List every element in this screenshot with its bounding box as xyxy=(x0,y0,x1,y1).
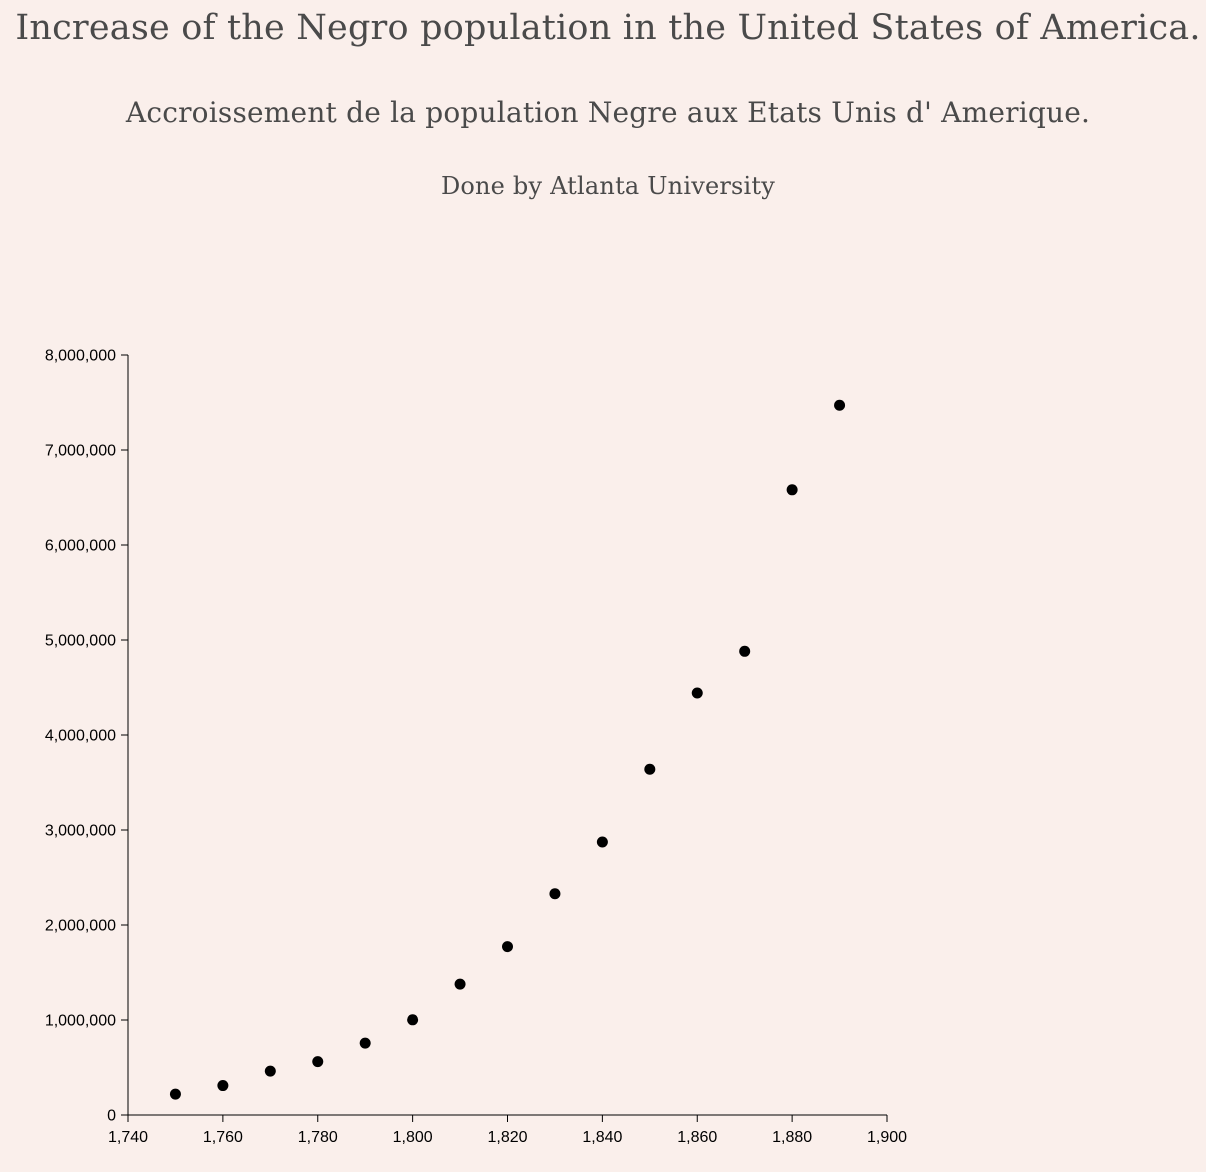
x-tick-label: 1,740 xyxy=(108,1129,148,1146)
data-point xyxy=(786,484,798,496)
y-tick-label: 2,000,000 xyxy=(45,918,116,935)
data-point xyxy=(454,978,466,990)
data-points xyxy=(169,399,846,1100)
x-tick-label: 1,800 xyxy=(393,1129,433,1146)
x-tick-label: 1,840 xyxy=(582,1129,622,1146)
data-point xyxy=(312,1056,324,1068)
data-point xyxy=(691,687,703,699)
data-point xyxy=(834,399,846,411)
y-axis: 0 1,000,000 2,000,000 3,000,000 4,000,000 5,0… xyxy=(45,348,129,1125)
y-tick-label: 1,000,000 xyxy=(45,1013,116,1030)
x-tick-label: 1,820 xyxy=(487,1129,527,1146)
y-tick-label: 8,000,000 xyxy=(45,348,116,365)
x-axis: 1,740 1,760 1,780 1,800 1,820 1,840 1,860 1,880… xyxy=(108,1114,907,1146)
data-point xyxy=(549,888,561,900)
y-tick-label: 0 xyxy=(107,1108,116,1125)
data-point xyxy=(644,763,656,775)
x-tick-label: 1,880 xyxy=(772,1129,812,1146)
y-tick-label: 5,000,000 xyxy=(45,633,116,650)
data-point xyxy=(217,1080,229,1092)
x-tick-label: 1,900 xyxy=(867,1129,907,1146)
data-point xyxy=(359,1037,371,1049)
x-tick-label: 1,780 xyxy=(298,1129,338,1146)
data-point xyxy=(264,1065,276,1077)
chart-subtitle: Accroissement de la population Negre aux… xyxy=(125,96,1091,129)
y-tick-label: 6,000,000 xyxy=(45,538,116,555)
chart-title: Increase of the Negro population in the … xyxy=(15,8,1201,48)
data-point xyxy=(739,645,751,657)
data-point xyxy=(502,941,513,953)
y-tick-label: 4,000,000 xyxy=(45,728,116,745)
y-tick-label: 3,000,000 xyxy=(45,823,116,840)
x-tick-label: 1,760 xyxy=(203,1129,243,1146)
data-point xyxy=(407,1014,419,1026)
y-tick-label: 7,000,000 xyxy=(45,443,116,460)
chart-credit: Done by Atlanta University xyxy=(440,172,776,200)
x-tick-label: 1,860 xyxy=(677,1129,717,1146)
data-point xyxy=(169,1088,181,1100)
data-point xyxy=(596,836,608,848)
